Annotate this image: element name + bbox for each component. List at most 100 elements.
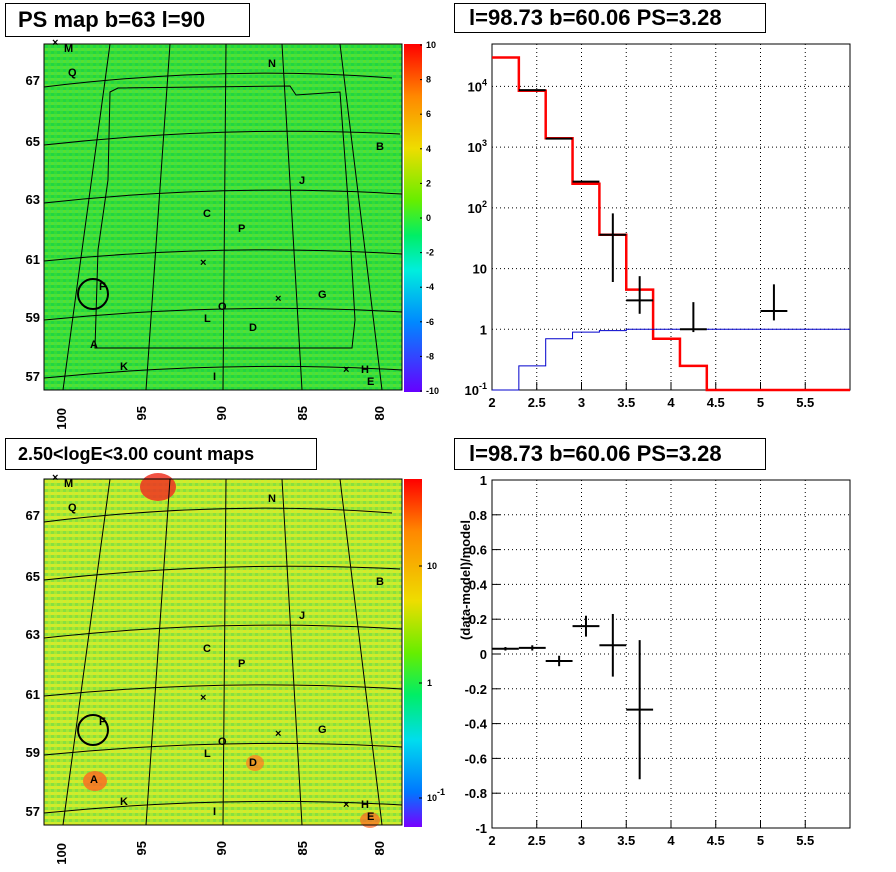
source-label-e: E [367, 376, 374, 388]
longitude-label: 80 [372, 841, 387, 855]
source-label-m: M [64, 43, 73, 55]
source-label-g: G [318, 289, 327, 301]
ps-map-title: PS map b=63 l=90 [5, 3, 250, 37]
colorbar-label: -4 [426, 282, 434, 292]
count-map-hotspot-d [246, 755, 264, 771]
colorbar-label: 8 [426, 75, 431, 85]
plot-frame [491, 479, 851, 829]
source-label-f: F [99, 716, 106, 728]
count-map-hotspot-top [140, 473, 176, 501]
longitude-label: 85 [295, 406, 310, 420]
colorbar-label: -2 [426, 248, 434, 258]
source-label-p: P [238, 658, 245, 670]
count-map-hotspot-e [360, 812, 380, 828]
colorbar-label: -6 [426, 317, 434, 327]
colorbar-label: 10 [426, 40, 436, 50]
colorbar-label: 4 [426, 144, 431, 154]
latitude-label: 65 [26, 134, 40, 149]
ps-map-source-circle [77, 278, 109, 310]
source-label-c: C [203, 643, 211, 655]
count-map-hotspot-a [83, 771, 107, 791]
residual-plot: 2 2.5 3 3.5 4 4.5 5 5.5 -1 -0.8 -0.6 -0.4 -0.2 0 0.2 0.… [458, 473, 851, 848]
latitude-label: 65 [26, 569, 40, 584]
colorbar-label: 6 [426, 109, 431, 119]
count-map-source-circle [77, 714, 109, 746]
spectrum-title: l=98.73 b=60.06 PS=3.28 [454, 3, 766, 33]
latitude-label: 61 [26, 687, 40, 702]
colorbar-label: 1 [427, 678, 432, 688]
x-tick-label: 5.5 [796, 395, 814, 410]
x-tick-label: 5 [757, 395, 764, 410]
longitude-label: 85 [295, 841, 310, 855]
ps-colorbar-labels: 10 8 6 4 2 0 -2 -4 -6 -8 -10 [420, 40, 439, 396]
spectrum-plot: 2 2.5 3 3.5 4 4.5 5 5.5 10-1 1 10 102 103 104 [465, 43, 851, 410]
y-tick-label: 102 [468, 199, 487, 216]
count-map-title: 2.50<logE<3.00 count maps [5, 438, 317, 470]
source-label-j: J [299, 175, 305, 187]
source-label-e: E [367, 811, 374, 823]
longitude-label: 90 [214, 406, 229, 420]
x-marker: × [275, 728, 281, 740]
source-label-c: C [203, 208, 211, 220]
count-map-frame [43, 478, 403, 826]
source-label-a: A [90, 774, 98, 786]
source-label-f: F [99, 281, 106, 293]
x-tick-label: 5.5 [796, 833, 814, 848]
colorbar-label: 10-1 [427, 787, 445, 803]
colorbar-label: 0 [426, 213, 431, 223]
y-tick-label: -0.2 [465, 682, 487, 697]
source-label-i: I [213, 371, 216, 383]
source-label-q: Q [68, 67, 77, 79]
source-label-l: L [204, 313, 211, 325]
y-tick-label: -0.4 [465, 717, 488, 732]
x-tick-label: 3.5 [617, 395, 635, 410]
colorbar-label: 2 [426, 178, 431, 188]
ps-map [43, 43, 403, 391]
latitude-label: 67 [26, 508, 40, 523]
source-label-a: A [90, 339, 98, 351]
x-tick-label: 2.5 [528, 833, 546, 848]
longitude-label: 100 [54, 408, 69, 430]
ps-colorbar [404, 44, 422, 392]
x-tick-label: 4.5 [707, 395, 725, 410]
source-label-b: B [376, 576, 384, 588]
x-marker: × [52, 37, 58, 49]
source-label-i: I [213, 806, 216, 818]
y-tick-label: 10-1 [465, 381, 487, 398]
source-label-h: H [361, 364, 369, 376]
longitude-label: 90 [214, 841, 229, 855]
longitude-label: 95 [134, 841, 149, 855]
x-tick-label: 2 [488, 833, 495, 848]
y-tick-label: 104 [468, 77, 487, 94]
colorbar-label: -10 [426, 386, 439, 396]
latitude-label: 63 [26, 192, 40, 207]
y-tick-label: 103 [468, 138, 487, 155]
source-label-d: D [249, 757, 257, 769]
y-tick-label: 0.2 [469, 612, 487, 627]
source-label-n: N [268, 493, 276, 505]
y-tick-label: -0.6 [465, 751, 487, 766]
y-axis-title: (data-model)/model [458, 520, 473, 640]
y-tick-label: -0.8 [465, 786, 487, 801]
x-tick-label: 3 [578, 833, 585, 848]
x-tick-label: 4.5 [707, 833, 725, 848]
source-label-h: H [361, 799, 369, 811]
ps-map-labels: MQ N B J C P F G OL D A K I HE 67 65 63 61 59 57 100 95 90 85 80… [26, 37, 387, 430]
y-tick-label: 1 [480, 473, 487, 488]
latitude-label: 57 [26, 369, 40, 384]
x-marker: × [275, 293, 281, 305]
longitude-label: 95 [134, 406, 149, 420]
x-marker: × [52, 472, 58, 484]
source-label-k: K [120, 361, 128, 373]
x-marker: × [200, 692, 206, 704]
x-tick-label: 4 [667, 833, 675, 848]
colorbar-label: 10 [427, 561, 437, 571]
latitude-label: 63 [26, 627, 40, 642]
source-label-g: G [318, 724, 327, 736]
count-map [43, 473, 403, 828]
histogram-series-blue [492, 328, 850, 391]
x-tick-label: 3.5 [617, 833, 635, 848]
latitude-label: 67 [26, 73, 40, 88]
source-label-k: K [120, 796, 128, 808]
